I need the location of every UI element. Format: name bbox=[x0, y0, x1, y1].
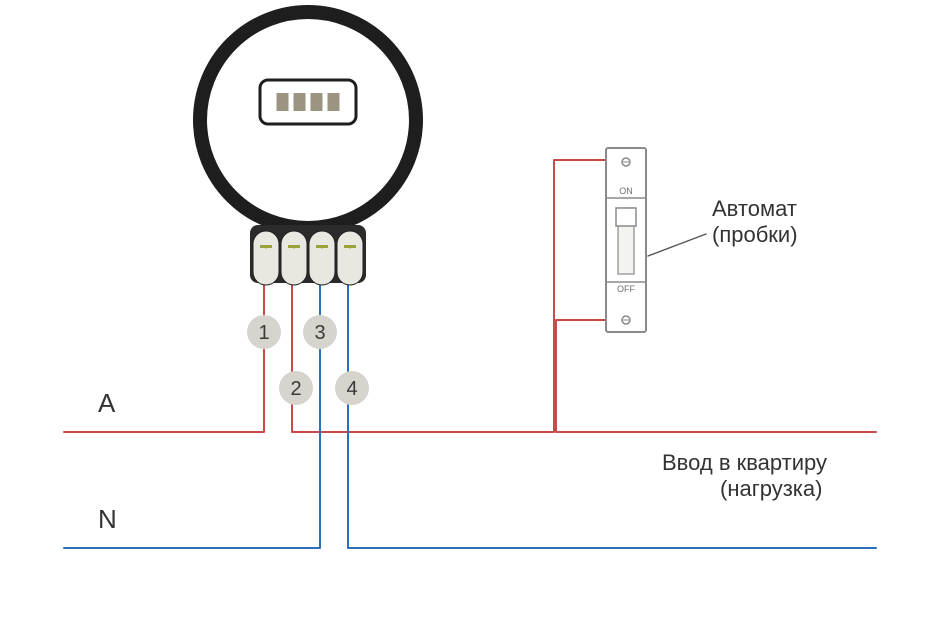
badge-2-text: 2 bbox=[290, 378, 301, 400]
diagram-svg: 1 2 3 4 ON OFF bbox=[0, 0, 929, 632]
terminal-cap-4 bbox=[337, 231, 363, 285]
label-load-line1: Ввод в квартиру bbox=[662, 450, 827, 476]
leader-breaker bbox=[648, 234, 706, 256]
terminal-cap-1 bbox=[253, 231, 279, 285]
wire-A_in bbox=[64, 284, 264, 432]
display-seg-1 bbox=[277, 93, 289, 111]
display-seg-4 bbox=[328, 93, 340, 111]
display-seg-3 bbox=[311, 93, 323, 111]
display-seg-2 bbox=[294, 93, 306, 111]
meter-display bbox=[260, 80, 356, 124]
label-breaker-line2: (пробки) bbox=[712, 222, 798, 248]
badge-4-text: 4 bbox=[346, 378, 357, 400]
label-breaker-line1: Автомат bbox=[712, 196, 797, 222]
breaker-on-text: ON bbox=[619, 186, 633, 196]
label-N: N bbox=[98, 504, 117, 535]
terminal-cap-2 bbox=[281, 231, 307, 285]
label-load-line2: (нагрузка) bbox=[720, 476, 822, 502]
breaker-off-text: OFF bbox=[617, 284, 635, 294]
wire-A_load bbox=[556, 320, 876, 432]
badge-3-text: 3 bbox=[314, 322, 325, 344]
breaker-knob[interactable] bbox=[616, 208, 636, 226]
wiring-diagram: 1 2 3 4 ON OFF A N Автомат (пробки) Ввод в кв… bbox=[0, 0, 929, 632]
badge-1-text: 1 bbox=[258, 322, 269, 344]
label-A: A bbox=[98, 388, 115, 419]
terminal-cap-3 bbox=[309, 231, 335, 285]
